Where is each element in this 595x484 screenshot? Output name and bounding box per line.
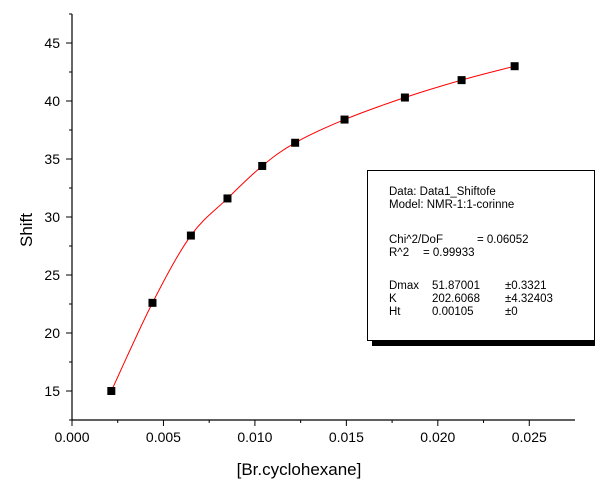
data-point bbox=[400, 93, 409, 102]
y-axis-title: Shift bbox=[17, 213, 36, 247]
x-tick-label: 0.015 bbox=[329, 429, 364, 445]
fit-model-label: Model: NMR-1:1-corinne bbox=[389, 199, 515, 211]
param-name: Ht bbox=[389, 306, 401, 318]
y-tick-label: 30 bbox=[44, 209, 60, 225]
y-tick-label: 35 bbox=[44, 151, 60, 167]
data-point bbox=[223, 194, 232, 203]
param-error: ±4.32403 bbox=[505, 293, 553, 305]
y-tick-label: 25 bbox=[44, 267, 60, 283]
x-tick-label: 0.010 bbox=[237, 429, 272, 445]
x-tick-label: 0.025 bbox=[512, 429, 547, 445]
data-point bbox=[258, 161, 267, 170]
x-tick-label: 0.005 bbox=[146, 429, 181, 445]
fit-line bbox=[110, 65, 515, 392]
data-point bbox=[340, 115, 349, 124]
y-tick-label: 15 bbox=[44, 383, 60, 399]
r2-label: R^2 bbox=[389, 247, 410, 259]
y-tick-label: 45 bbox=[44, 35, 60, 51]
data-point bbox=[457, 76, 466, 85]
axes: 0.000 0.005 0.010 0.015 0.020 0.025 15 20 25 30 35… bbox=[44, 13, 575, 445]
param-name: K bbox=[389, 293, 397, 305]
y-tick-label: 20 bbox=[44, 325, 60, 341]
data-point bbox=[510, 62, 519, 71]
data-points bbox=[107, 62, 519, 395]
data-point bbox=[186, 231, 195, 240]
chi-value: = 0.06052 bbox=[477, 234, 529, 246]
data-point bbox=[107, 387, 116, 395]
fit-data-label: Data: Data1_Shiftofe bbox=[389, 186, 496, 198]
x-tick-label: 0.000 bbox=[54, 429, 89, 445]
param-error: ±0 bbox=[505, 306, 518, 318]
y-tick-label: 40 bbox=[44, 93, 60, 109]
data-point bbox=[291, 138, 300, 147]
x-tick-label: 0.020 bbox=[420, 429, 455, 445]
param-value: 202.6068 bbox=[432, 293, 480, 305]
fit-box-shadow bbox=[372, 340, 595, 346]
r2-value: = 0.99933 bbox=[423, 247, 475, 259]
data-point bbox=[148, 298, 157, 307]
param-value: 0.00105 bbox=[432, 306, 474, 318]
param-name: Dmax bbox=[389, 280, 420, 292]
chi-label: Chi^2/DoF bbox=[389, 234, 443, 246]
fit-curve bbox=[110, 65, 515, 392]
x-axis-title: [Br.cyclohexane] bbox=[237, 460, 362, 479]
param-value: 51.87001 bbox=[432, 280, 480, 292]
fit-results-box: Data: Data1_Shiftofe Model: NMR-1:1-cori… bbox=[367, 170, 595, 341]
param-error: ±0.3321 bbox=[505, 280, 547, 292]
